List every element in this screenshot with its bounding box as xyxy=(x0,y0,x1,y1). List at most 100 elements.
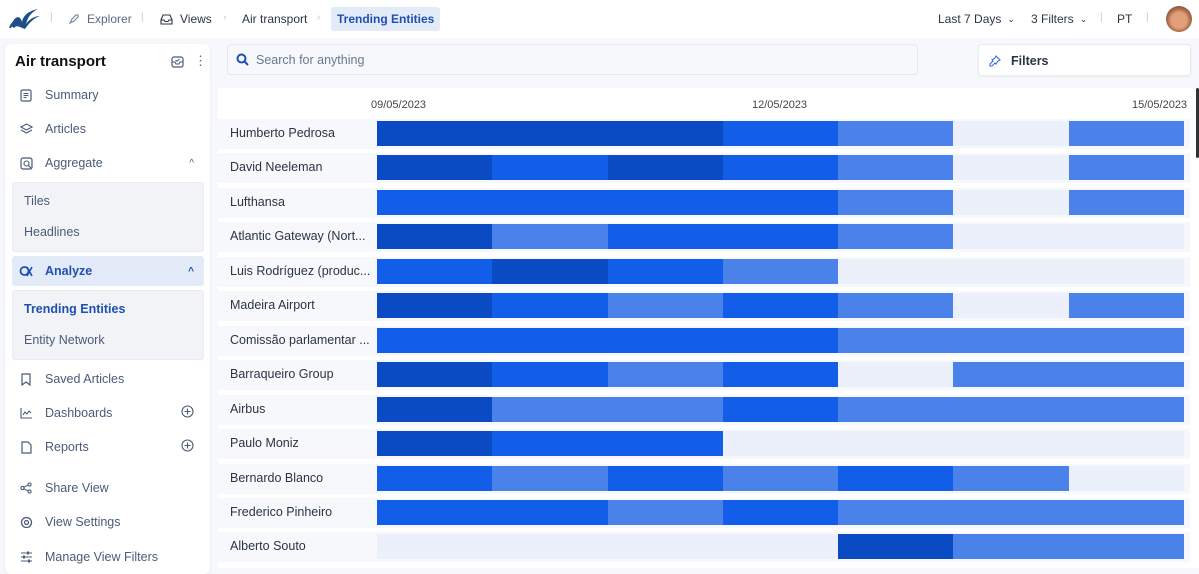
heatmap-cell[interactable] xyxy=(492,465,609,491)
sidebar-item-manage-view-filters[interactable]: Manage View Filters xyxy=(5,542,210,572)
sidebar-item-reports[interactable]: Reports xyxy=(5,432,210,462)
heatmap-cell[interactable] xyxy=(1068,293,1185,319)
heatmap-cell[interactable] xyxy=(377,258,493,284)
heatmap-cell[interactable] xyxy=(377,224,493,250)
heatmap-cell[interactable] xyxy=(377,121,493,146)
heatmap-cell[interactable] xyxy=(492,534,609,560)
language-selector[interactable]: PT xyxy=(1117,7,1132,31)
heatmap-cell[interactable] xyxy=(722,258,839,284)
heatmap-cell[interactable] xyxy=(953,224,1070,250)
heatmap-cell[interactable] xyxy=(377,189,493,215)
heatmap-cell[interactable] xyxy=(722,293,839,319)
search-input[interactable] xyxy=(256,51,856,69)
sidebar-item-dashboards[interactable]: Dashboards xyxy=(5,398,210,428)
heatmap-cell[interactable] xyxy=(1068,534,1185,560)
sidebar-item-aggregate[interactable]: Aggregate ^ xyxy=(5,148,210,178)
heatmap-cell[interactable] xyxy=(1068,327,1185,353)
heatmap-cell[interactable] xyxy=(1068,224,1185,250)
heatmap-cell[interactable] xyxy=(377,293,493,319)
heatmap-cell[interactable] xyxy=(1068,396,1185,422)
heatmap-cell[interactable] xyxy=(722,499,839,525)
heatmap-cell[interactable] xyxy=(377,499,493,525)
sidebar-subitem-tiles[interactable]: Tiles xyxy=(24,194,50,208)
heatmap-cell[interactable] xyxy=(377,431,493,457)
filters-panel-button[interactable]: Filters xyxy=(978,44,1191,76)
heatmap-cell[interactable] xyxy=(838,465,954,491)
heatmap-cell[interactable] xyxy=(607,224,724,250)
entity-label[interactable]: Madeira Airport xyxy=(230,298,315,313)
search-bar[interactable] xyxy=(227,44,918,75)
heatmap-cell[interactable] xyxy=(953,431,1070,457)
heatmap-cell[interactable] xyxy=(377,155,493,181)
heatmap-cell[interactable] xyxy=(838,293,954,319)
date-range-dropdown[interactable]: Last 7 Days ⌄ xyxy=(938,7,1015,31)
heatmap-cell[interactable] xyxy=(953,155,1070,181)
breadcrumb-explorer[interactable]: Explorer xyxy=(68,7,132,31)
heatmap-cell[interactable] xyxy=(1068,431,1185,457)
heatmap-cell[interactable] xyxy=(607,465,724,491)
heatmap-cell[interactable] xyxy=(838,362,954,388)
heatmap-cell[interactable] xyxy=(722,121,839,146)
heatmap-cell[interactable] xyxy=(607,534,724,560)
entity-label[interactable]: David Neeleman xyxy=(230,160,323,175)
heatmap-cell[interactable] xyxy=(838,327,954,353)
heatmap-cell[interactable] xyxy=(953,465,1070,491)
sidebar-item-share-view[interactable]: Share View xyxy=(5,473,210,503)
heatmap-cell[interactable] xyxy=(838,155,954,181)
heatmap-cell[interactable] xyxy=(1068,499,1185,525)
heatmap-cell[interactable] xyxy=(953,396,1070,422)
entity-label[interactable]: Humberto Pedrosa xyxy=(230,126,335,140)
entity-label[interactable]: Barraqueiro Group xyxy=(230,367,334,382)
heatmap-cell[interactable] xyxy=(838,189,954,215)
heatmap-cell[interactable] xyxy=(607,121,724,146)
heatmap-cell[interactable] xyxy=(492,499,609,525)
heatmap-cell[interactable] xyxy=(838,121,954,146)
entity-label[interactable]: Comissão parlamentar ... xyxy=(230,332,370,347)
heatmap-cell[interactable] xyxy=(492,396,609,422)
chevron-up-icon[interactable]: ^ xyxy=(189,157,194,169)
sidebar-subitem-trending-entities[interactable]: Trending Entities xyxy=(24,302,126,316)
sidebar-item-view-settings[interactable]: View Settings xyxy=(5,507,210,537)
heatmap-cell[interactable] xyxy=(953,327,1070,353)
scrollbar[interactable] xyxy=(1196,88,1199,158)
heatmap-cell[interactable] xyxy=(838,224,954,250)
entity-label[interactable]: Paulo Moniz xyxy=(230,436,299,451)
entity-label[interactable]: Luis Rodríguez (produc... xyxy=(230,263,371,278)
heatmap-cell[interactable] xyxy=(722,189,839,215)
heatmap-cell[interactable] xyxy=(953,121,1070,146)
heatmap-cell[interactable] xyxy=(953,499,1070,525)
heatmap-cell[interactable] xyxy=(377,534,493,560)
entity-label[interactable]: Alberto Souto xyxy=(230,539,306,554)
heatmap-cell[interactable] xyxy=(953,258,1070,284)
breadcrumb-trending-entities[interactable]: Trending Entities xyxy=(331,7,441,31)
heatmap-cell[interactable] xyxy=(722,396,839,422)
heatmap-cell[interactable] xyxy=(607,189,724,215)
heatmap-cell[interactable] xyxy=(377,327,493,353)
heatmap-cell[interactable] xyxy=(377,362,493,388)
heatmap-cell[interactable] xyxy=(838,534,954,560)
heatmap-cell[interactable] xyxy=(1068,155,1185,181)
heatmap-cell[interactable] xyxy=(607,327,724,353)
heatmap-cell[interactable] xyxy=(953,189,1070,215)
entity-label[interactable]: Atlantic Gateway (Nort... xyxy=(230,229,366,244)
heatmap-cell[interactable] xyxy=(722,431,839,457)
add-dashboard-button[interactable] xyxy=(181,405,194,421)
heatmap-cell[interactable] xyxy=(607,396,724,422)
heatmap-cell[interactable] xyxy=(1068,362,1185,388)
app-logo-icon[interactable] xyxy=(8,6,42,32)
heatmap-cell[interactable] xyxy=(722,224,839,250)
heatmap-cell[interactable] xyxy=(492,362,609,388)
entity-label[interactable]: Bernardo Blanco xyxy=(230,470,324,485)
sidebar-subitem-entity-network[interactable]: Entity Network xyxy=(24,333,105,347)
more-vertical-icon[interactable]: ⋮ xyxy=(194,53,207,68)
heatmap-cell[interactable] xyxy=(1068,465,1185,491)
filters-dropdown[interactable]: 3 Filters ⌄ xyxy=(1031,7,1087,31)
heatmap-cell[interactable] xyxy=(953,534,1070,560)
heatmap-cell[interactable] xyxy=(607,362,724,388)
heatmap-cell[interactable] xyxy=(377,465,493,491)
breadcrumb-air-transport[interactable]: Air transport xyxy=(242,7,307,31)
heatmap-cell[interactable] xyxy=(607,431,724,457)
heatmap-cell[interactable] xyxy=(492,189,609,215)
entity-label[interactable]: Frederico Pinheiro xyxy=(230,504,333,519)
heatmap-cell[interactable] xyxy=(492,293,609,319)
